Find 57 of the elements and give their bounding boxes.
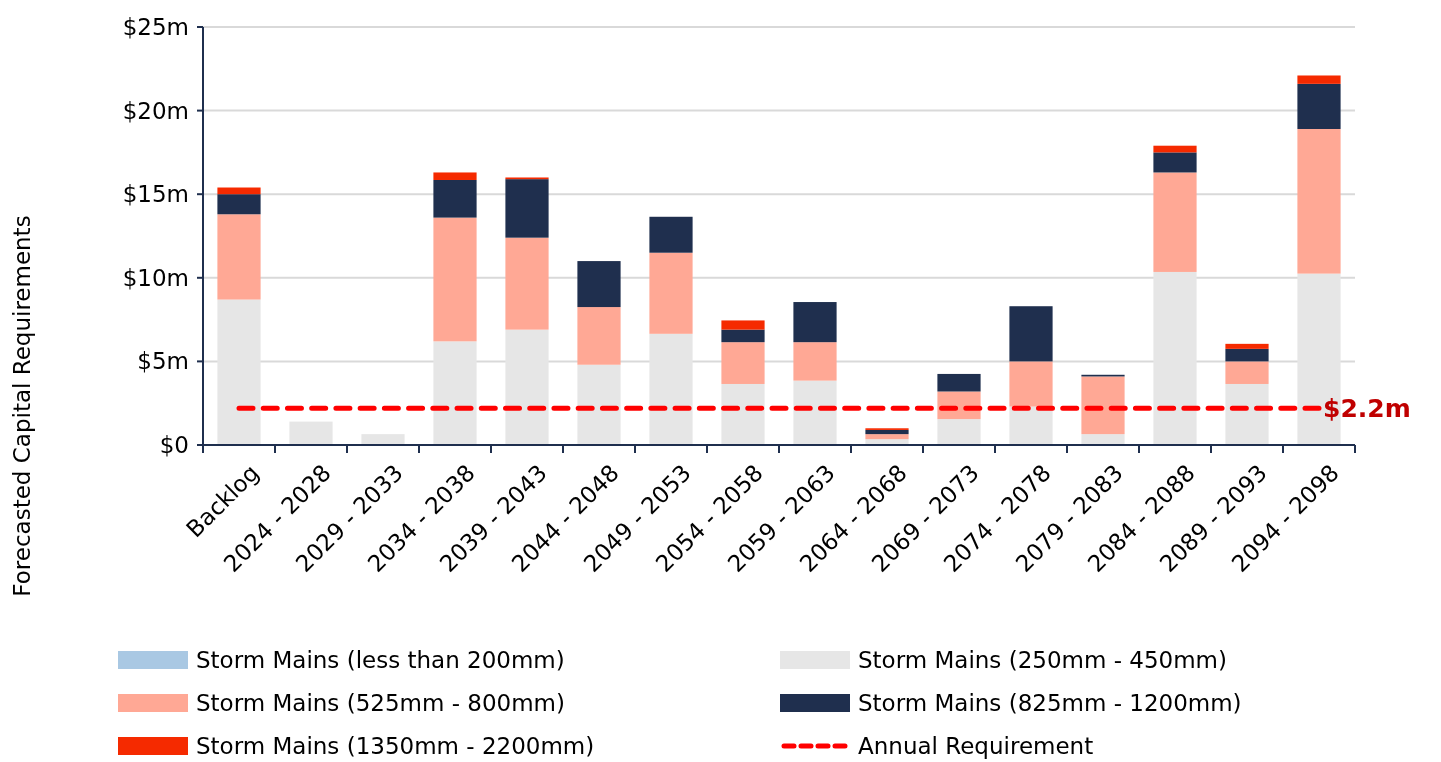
bar xyxy=(1225,348,1269,362)
y-tick-label: $10m xyxy=(122,264,189,291)
legend-label: Storm Mains (250mm - 450mm) xyxy=(858,647,1227,674)
bar xyxy=(865,434,909,440)
bar xyxy=(793,380,837,445)
bar xyxy=(577,364,621,445)
bar xyxy=(1225,343,1269,349)
bar xyxy=(793,342,837,381)
bar xyxy=(1297,128,1341,274)
bar xyxy=(721,342,765,384)
bar xyxy=(433,179,477,218)
bar xyxy=(289,421,333,445)
legend-label: Storm Mains (525mm - 800mm) xyxy=(196,690,565,717)
bar xyxy=(649,252,693,334)
y-tick-label: $25m xyxy=(122,14,189,41)
bar xyxy=(649,333,693,445)
bar xyxy=(433,217,477,342)
legend-label: Storm Mains (825mm - 1200mm) xyxy=(858,690,1242,717)
bar xyxy=(577,307,621,365)
bar xyxy=(721,320,765,330)
bar xyxy=(505,179,549,238)
bar xyxy=(433,172,477,180)
bar xyxy=(361,434,405,445)
legend-label: Storm Mains (less than 200mm) xyxy=(196,647,565,674)
bar xyxy=(721,329,765,343)
bar xyxy=(577,261,621,308)
bar xyxy=(505,329,549,445)
bar xyxy=(505,237,549,330)
bar xyxy=(433,341,477,445)
bar xyxy=(217,299,261,445)
bar xyxy=(1297,83,1341,129)
bar xyxy=(1153,271,1197,445)
bar xyxy=(1153,152,1197,173)
bar xyxy=(865,429,909,435)
bar xyxy=(1009,361,1053,407)
bar xyxy=(1081,434,1125,445)
bar xyxy=(217,194,261,215)
bar xyxy=(1153,145,1197,153)
bar xyxy=(649,216,693,253)
bar xyxy=(1081,376,1125,435)
annotation: $2.2m xyxy=(1323,393,1411,423)
legend-label: Storm Mains (1350mm - 2200mm) xyxy=(196,733,595,760)
y-tick-label: $20m xyxy=(122,97,189,124)
bar xyxy=(217,187,261,195)
y-axis-title: Forecasted Capital Requirements xyxy=(9,215,35,597)
bar xyxy=(1225,361,1269,384)
bar xyxy=(937,373,981,392)
legend-label: Annual Requirement xyxy=(858,733,1094,760)
bar xyxy=(1297,75,1341,84)
y-tick-label: $15m xyxy=(122,181,189,208)
bar xyxy=(1153,172,1197,272)
bar xyxy=(793,302,837,343)
bar xyxy=(937,419,981,445)
y-tick-label: $0 xyxy=(159,432,189,459)
bar xyxy=(1009,306,1053,362)
y-tick-label: $5m xyxy=(137,348,189,375)
bar xyxy=(217,214,261,300)
